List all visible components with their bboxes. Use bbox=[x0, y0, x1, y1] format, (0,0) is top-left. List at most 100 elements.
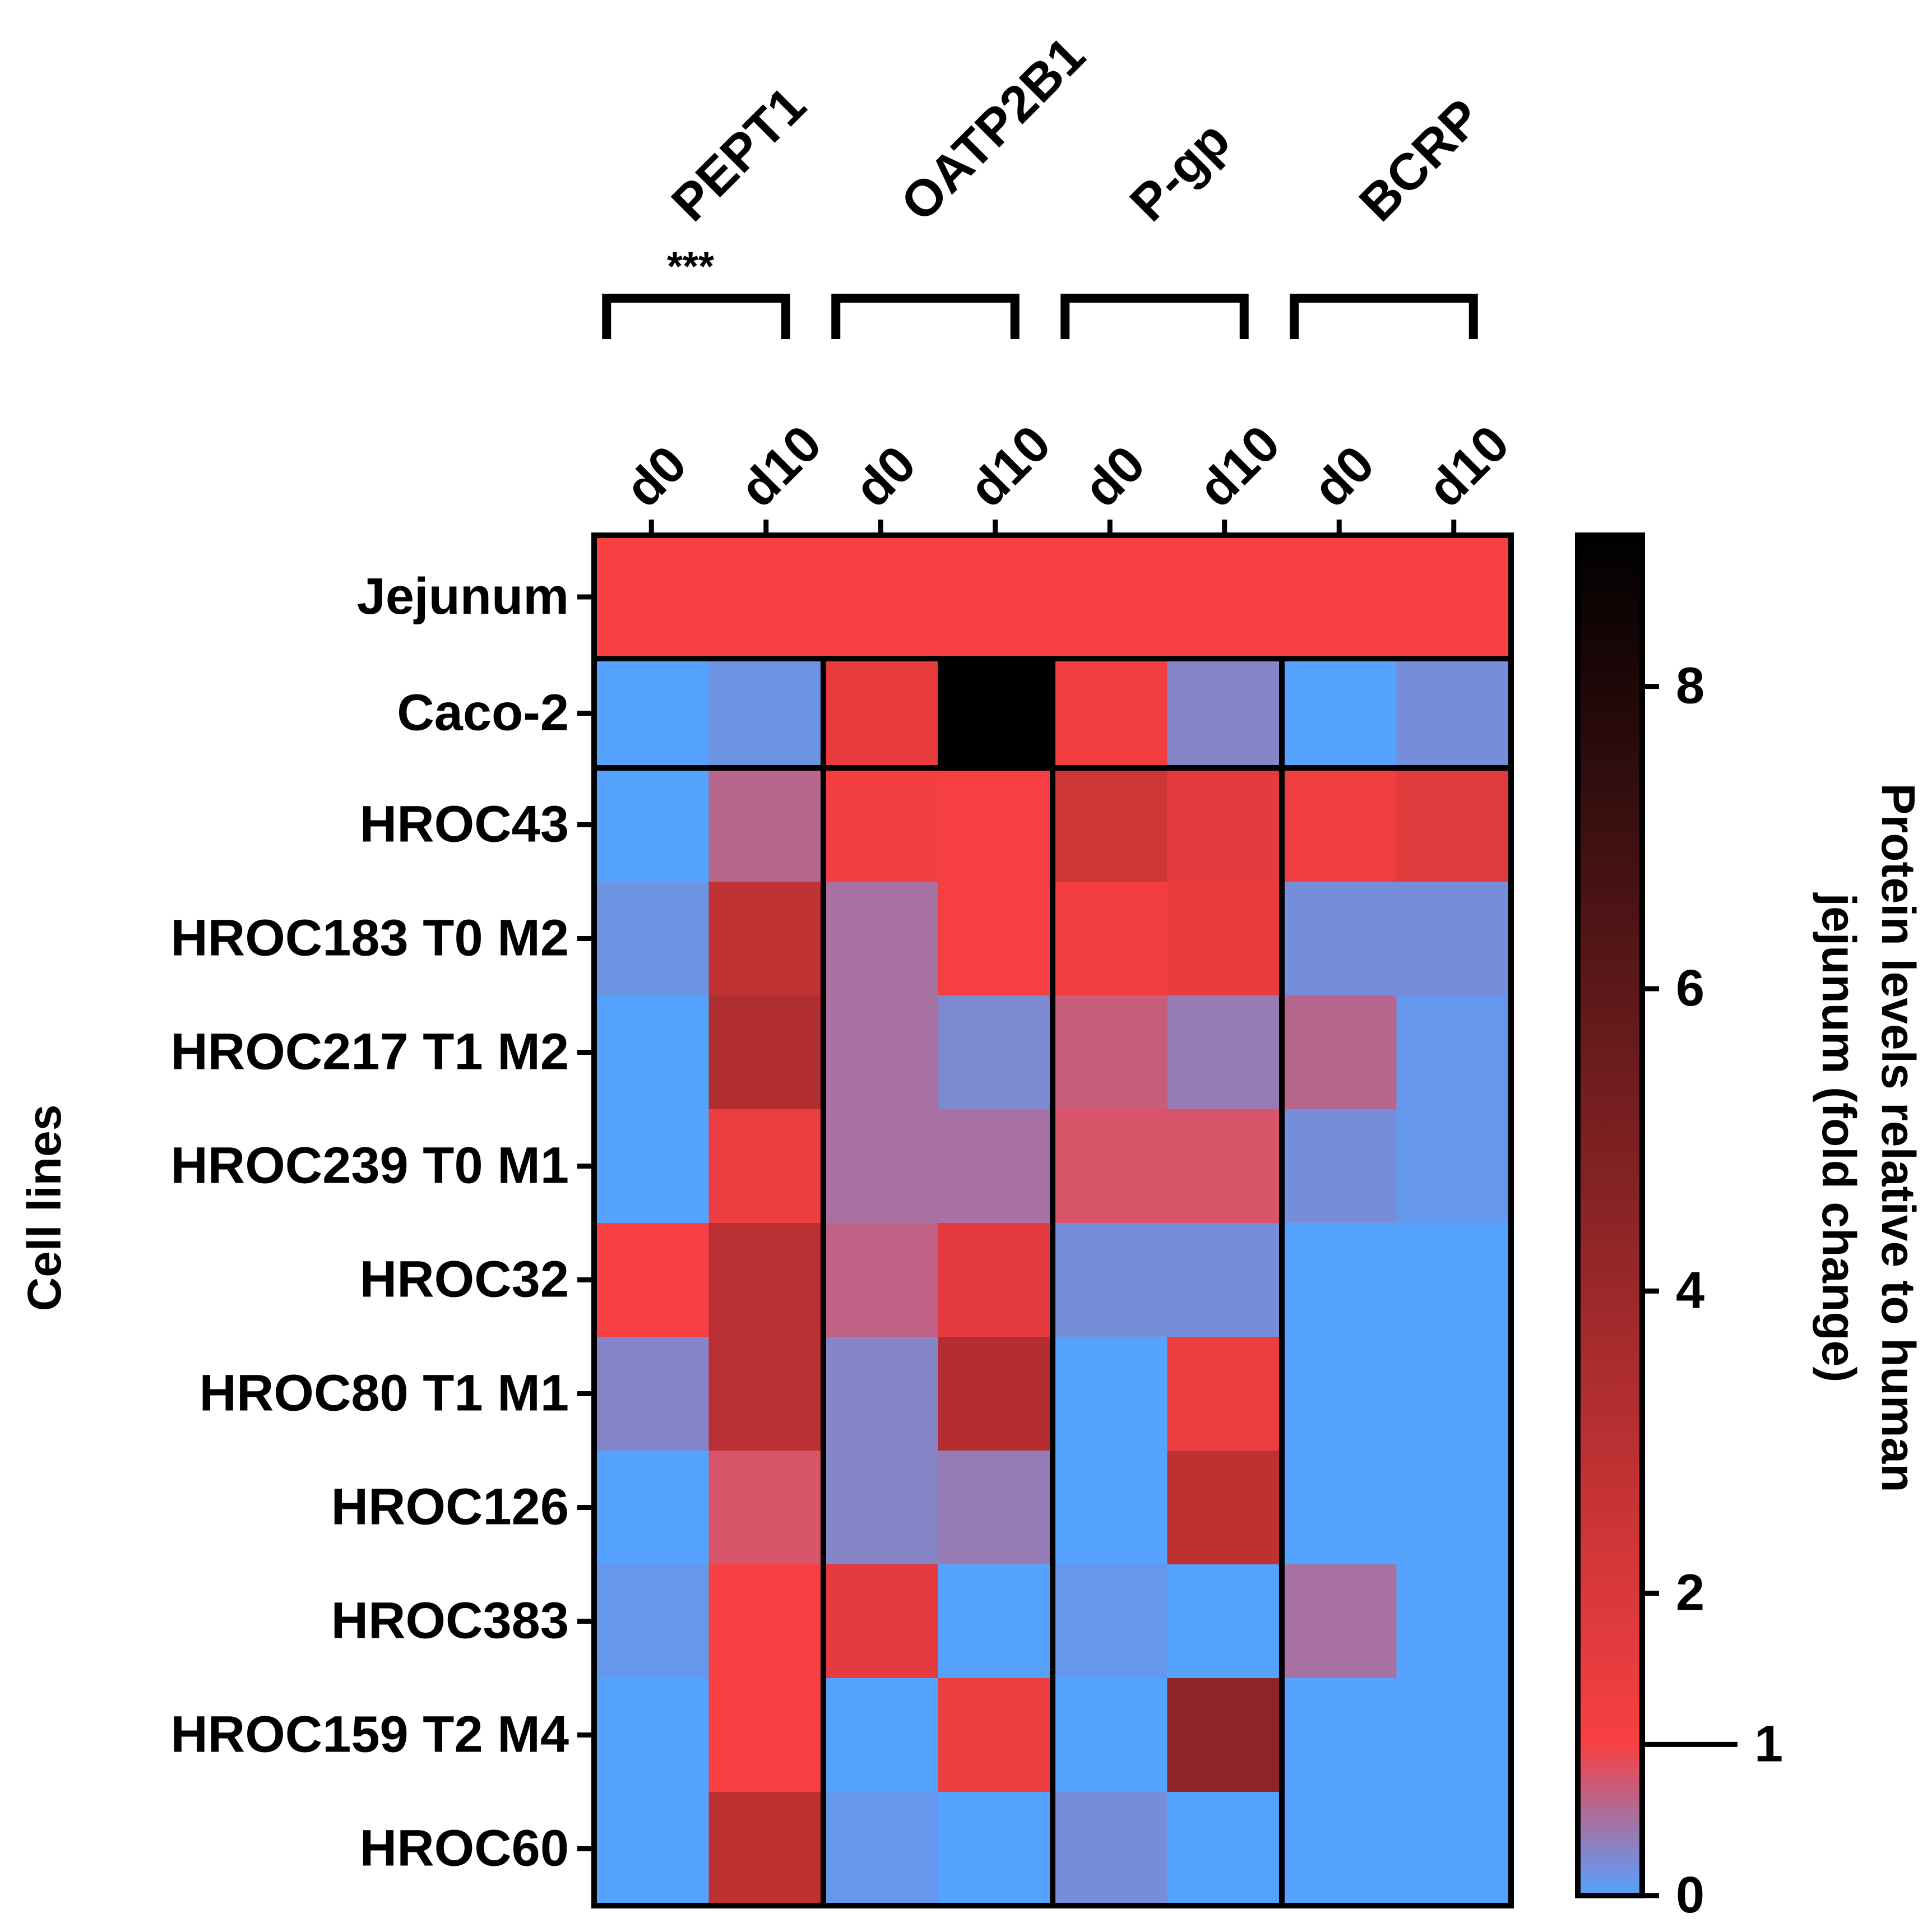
heatmap-cell bbox=[594, 535, 710, 659]
heatmap-cell bbox=[938, 659, 1053, 768]
heatmap-cell bbox=[1053, 1223, 1168, 1337]
row-label: HROC383 bbox=[331, 1592, 569, 1650]
heatmap-cell bbox=[1167, 1337, 1282, 1451]
heatmap-cell bbox=[938, 1337, 1053, 1451]
row-label: HROC60 bbox=[360, 1820, 569, 1877]
row-label: HROC239 T0 M1 bbox=[170, 1137, 569, 1194]
heatmap-cell bbox=[708, 1451, 824, 1565]
significance-marker: *** bbox=[667, 244, 714, 289]
heatmap-cell bbox=[708, 1109, 824, 1224]
row-label: HROC43 bbox=[360, 796, 569, 853]
heatmap-cell bbox=[938, 1564, 1053, 1679]
heatmap-cell bbox=[1396, 1223, 1512, 1337]
column-label: d0 bbox=[1073, 435, 1156, 518]
heatmap-cell bbox=[1282, 1678, 1397, 1792]
heatmap-cell bbox=[1167, 1564, 1282, 1679]
heatmap-cell bbox=[1282, 882, 1397, 996]
heatmap-cell bbox=[1053, 768, 1168, 882]
heatmap-cell bbox=[1396, 1337, 1512, 1451]
column-labels: d0 d10 d0 d10 d0 d10 d0 d10 bbox=[614, 415, 1520, 535]
heatmap-cell bbox=[594, 768, 710, 882]
heatmap-cell bbox=[1167, 1451, 1282, 1565]
heatmap-cell bbox=[1396, 1109, 1512, 1224]
protein-labels: PEPT1 *** OATP2B1 P-gp BCRP bbox=[602, 26, 1492, 339]
heatmap-cell bbox=[1282, 1451, 1397, 1565]
heatmap-cell bbox=[938, 1678, 1053, 1792]
heatmap-cell bbox=[1053, 1451, 1168, 1565]
heatmap-cell bbox=[594, 1109, 710, 1224]
heatmap-cell bbox=[1282, 535, 1397, 659]
heatmap-cell bbox=[594, 659, 710, 768]
heatmap-frame bbox=[591, 532, 1514, 1908]
protein-label: PEPT1 bbox=[661, 76, 817, 232]
heatmap-cell bbox=[1396, 995, 1512, 1110]
y-axis-label: Cell lines bbox=[18, 1105, 71, 1312]
heatmap-cell bbox=[938, 768, 1053, 882]
colorbar-tick-label: 0 bbox=[1676, 1866, 1704, 1924]
heatmap-cell bbox=[823, 659, 939, 768]
heatmap-cell bbox=[823, 1678, 939, 1792]
row-label: HROC159 T2 M4 bbox=[170, 1706, 569, 1763]
heatmap-cell bbox=[823, 1223, 939, 1337]
colorbar-label-line-1: Protein levels relative to human bbox=[1872, 783, 1925, 1492]
heatmap-cell bbox=[823, 1564, 939, 1679]
heatmap-cell bbox=[1053, 1337, 1168, 1451]
heatmap-cell bbox=[1396, 882, 1512, 996]
heatmap-cell bbox=[823, 995, 939, 1110]
heatmap-cell bbox=[938, 1109, 1053, 1224]
heatmap-cell bbox=[1167, 1223, 1282, 1337]
column-label: d0 bbox=[1302, 435, 1385, 518]
heatmap-cell bbox=[1396, 1678, 1512, 1792]
comparison-bracket bbox=[1060, 294, 1249, 339]
heatmap-cell bbox=[708, 1678, 824, 1792]
row-label: Caco-2 bbox=[397, 684, 569, 742]
heatmap-cell bbox=[1053, 1564, 1168, 1679]
heatmap-cell bbox=[823, 1337, 939, 1451]
colorbar-tick-label: 2 bbox=[1676, 1564, 1704, 1621]
heatmap-cell bbox=[823, 1109, 939, 1224]
row-labels: Jejunum Caco-2 HROC43 HROC183 T0 M2 HROC217 … bbox=[170, 568, 594, 1877]
heatmap-cell bbox=[1167, 768, 1282, 882]
column-label: d10 bbox=[1417, 415, 1520, 518]
heatmap-cell bbox=[938, 995, 1053, 1110]
row-label: HROC32 bbox=[360, 1251, 569, 1308]
heatmap-cell bbox=[1053, 1109, 1168, 1224]
heatmap-cell bbox=[594, 1564, 710, 1679]
heatmap-cell bbox=[1282, 1792, 1397, 1906]
comparison-bracket bbox=[1290, 294, 1478, 339]
heatmap-group-dividers bbox=[591, 532, 1514, 1908]
colorbar-label-line-2: jejunum (fold change) bbox=[1813, 892, 1865, 1383]
row-label: Jejunum bbox=[357, 568, 569, 625]
column-label: d10 bbox=[1188, 415, 1291, 518]
heatmap-cell bbox=[708, 1223, 824, 1337]
heatmap-cell bbox=[823, 882, 939, 996]
heatmap-cell bbox=[938, 1223, 1053, 1337]
column-label: d0 bbox=[614, 435, 697, 518]
heatmap-cell bbox=[938, 1451, 1053, 1565]
heatmap-cell bbox=[708, 882, 824, 996]
colorbar-tick-label: 8 bbox=[1676, 657, 1704, 715]
heatmap-cell bbox=[708, 995, 824, 1110]
heatmap-cell bbox=[823, 1792, 939, 1906]
heatmap-cell bbox=[1053, 995, 1168, 1110]
heatmap-cell bbox=[1167, 882, 1282, 996]
comparison-bracket bbox=[831, 294, 1020, 339]
heatmap-cell bbox=[1167, 535, 1282, 659]
heatmap-cell bbox=[823, 768, 939, 882]
heatmap-cell bbox=[1167, 1678, 1282, 1792]
row-label: HROC80 T1 M1 bbox=[200, 1365, 569, 1422]
heatmap-cell bbox=[1167, 995, 1282, 1110]
colorbar-tick-label: 4 bbox=[1676, 1262, 1704, 1319]
heatmap-cell bbox=[938, 535, 1053, 659]
heatmap-cell bbox=[1053, 659, 1168, 768]
column-label: d0 bbox=[844, 435, 926, 518]
heatmap-cell bbox=[708, 1564, 824, 1679]
heatmap-cell bbox=[594, 882, 710, 996]
heatmap-cell bbox=[1282, 1109, 1397, 1224]
heatmap-cell bbox=[1053, 535, 1168, 659]
heatmap-cell bbox=[594, 995, 710, 1110]
heatmap-cell bbox=[594, 1223, 710, 1337]
colorbar-gradient bbox=[1575, 532, 1645, 1898]
heatmap-cell bbox=[1053, 882, 1168, 996]
